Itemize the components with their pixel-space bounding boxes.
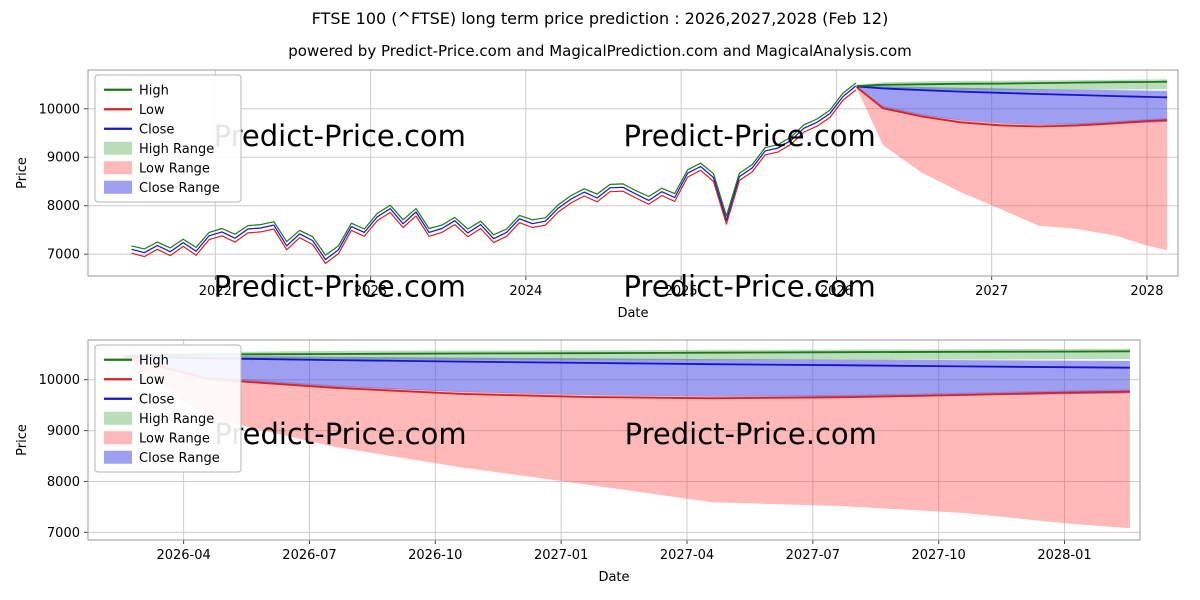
top-chart-forecast-low-line <box>856 86 1168 128</box>
watermark-text: Predict-Price.com <box>214 270 466 304</box>
legend-label: Close Range <box>139 181 220 196</box>
x-tick-label: 2028 <box>1130 284 1163 299</box>
x-tick-label: 2025 <box>665 284 698 299</box>
page-subtitle: powered by Predict-Price.com and Magical… <box>288 42 912 60</box>
legend-patch-swatch <box>104 141 132 155</box>
legend-label: High <box>139 83 169 98</box>
legend-patch-swatch <box>104 450 132 464</box>
legend-label: High Range <box>139 412 214 427</box>
bottom-chart-legend: High Low Close High Range Low Range Close Ran… <box>94 344 242 473</box>
x-tick-label: 2023 <box>354 284 387 299</box>
price-history-forecast-chart: 7000 8000 9000 10000 2022 2023 2024 2025 2026 202… <box>15 69 1179 321</box>
bottom-chart-xlabel: Date <box>598 570 629 585</box>
x-tick-label: 2027-10 <box>911 548 965 563</box>
legend-label: Low <box>139 103 165 118</box>
y-tick-label: 9000 <box>47 151 80 166</box>
y-tick-label: 8000 <box>47 475 80 490</box>
x-tick-label: 2026 <box>820 284 853 299</box>
y-tick-label: 10000 <box>39 373 80 388</box>
top-chart-ylabel: Price <box>15 157 30 189</box>
top-chart-frame <box>87 69 1179 277</box>
legend-label: Low Range <box>139 431 210 446</box>
top-chart-xlabel: Date <box>617 306 648 321</box>
page-title: FTSE 100 (^FTSE) long term price predict… <box>311 9 889 28</box>
y-tick-label: 8000 <box>47 199 80 214</box>
top-chart-forecast-close-line <box>856 85 1168 99</box>
x-tick-label: 2026-04 <box>156 548 210 563</box>
top-chart-grid: 7000 8000 9000 10000 2022 2023 2024 2025 2026 202… <box>39 70 1178 299</box>
y-tick-label: 9000 <box>47 424 80 439</box>
x-tick-label: 2028-01 <box>1037 548 1091 563</box>
bottom-chart-ylabel: Price <box>15 424 30 456</box>
legend-label: Close <box>139 122 174 137</box>
x-tick-label: 2026-07 <box>282 548 336 563</box>
x-tick-label: 2027-01 <box>534 548 588 563</box>
bottom-chart-low-range-band <box>123 356 1130 529</box>
legend-label: Close Range <box>139 451 220 466</box>
top-chart-history-high-line <box>131 82 857 256</box>
x-tick-label: 2024 <box>509 284 542 299</box>
y-tick-label: 10000 <box>39 102 80 117</box>
top-chart-history-close-line <box>131 85 857 261</box>
legend-patch-swatch <box>104 161 132 175</box>
legend-label: Low Range <box>139 161 210 176</box>
bottom-chart-frame <box>87 339 1141 541</box>
watermark-text: Predict-Price.com <box>624 119 876 153</box>
x-tick-label: 2027 <box>975 284 1008 299</box>
legend-patch-swatch <box>104 431 132 445</box>
x-tick-label: 2027-07 <box>786 548 840 563</box>
y-tick-label: 7000 <box>47 526 80 541</box>
x-tick-label: 2022 <box>199 284 232 299</box>
legend-label: High Range <box>139 142 214 157</box>
prediction-detail-chart: 7000 8000 9000 10000 2026-04 2026-07 2026-10 20… <box>15 339 1141 585</box>
x-tick-label: 2026-10 <box>408 548 462 563</box>
bottom-chart-forecast-close-line <box>123 355 1130 369</box>
legend-label: Close <box>139 392 174 407</box>
top-chart-legend: High Low Close High Range Low Range Close Ran… <box>94 74 242 203</box>
watermark-text: Predict-Price.com <box>214 417 466 451</box>
top-chart-low-range-band <box>856 86 1168 251</box>
bottom-chart-forecast-low-line <box>122 355 1130 400</box>
x-tick-label: 2027-04 <box>660 548 714 563</box>
top-chart-forecast-high-line <box>856 80 1168 87</box>
legend-patch-swatch <box>104 411 132 425</box>
top-chart-history-low-line <box>131 89 857 264</box>
legend-label: Low <box>139 373 165 388</box>
legend-label: High <box>139 353 169 368</box>
watermark-text: Predict-Price.com <box>624 270 876 304</box>
watermark-text: Predict-Price.com <box>625 417 877 451</box>
watermark-text: Predict-Price.com <box>214 119 466 153</box>
y-tick-label: 7000 <box>47 248 80 263</box>
bottom-chart-forecast-high-line <box>123 350 1130 357</box>
legend-patch-swatch <box>104 180 132 194</box>
